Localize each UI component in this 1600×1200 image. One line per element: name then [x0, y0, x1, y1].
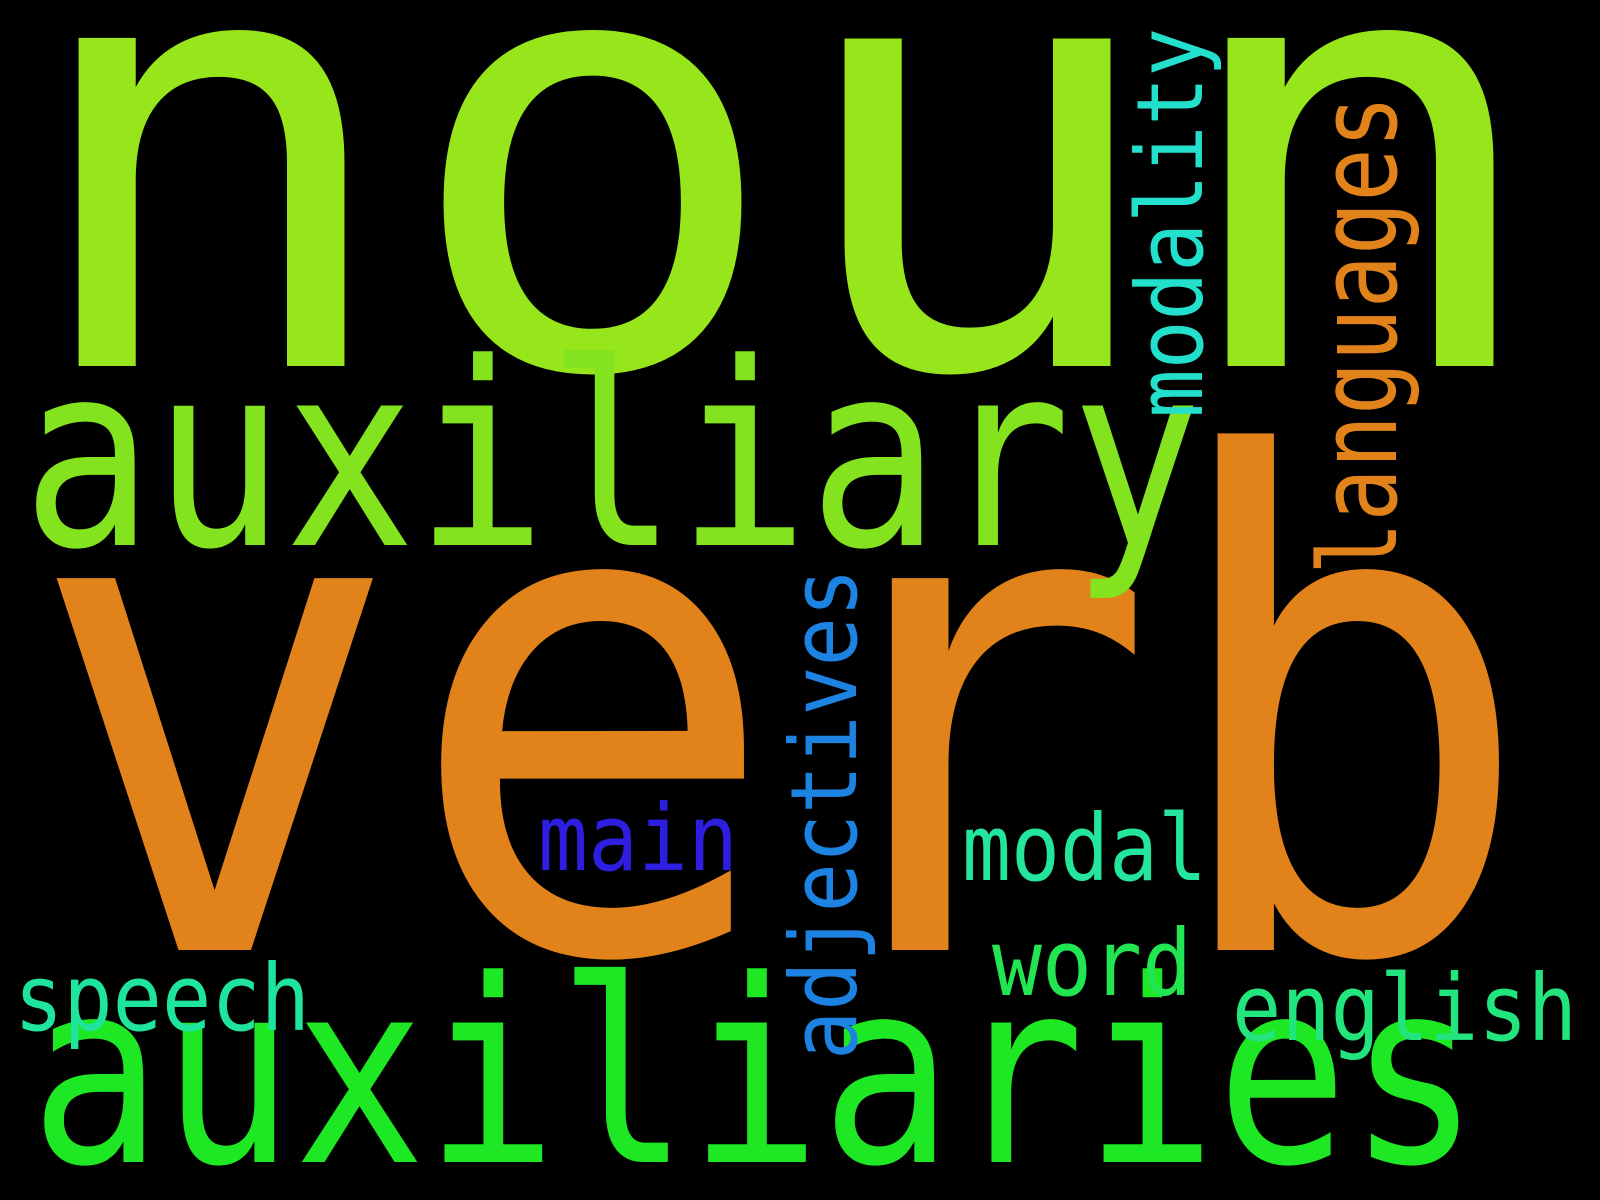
word-adjectives: adjectives — [771, 568, 878, 1060]
word-noun: noun — [18, 0, 1550, 508]
word-auxiliaries: auxiliaries — [30, 926, 1480, 1200]
word-word: word — [992, 910, 1192, 1017]
word-modal: modal — [962, 795, 1207, 902]
word-modality: modality — [1117, 28, 1224, 418]
word-auxiliary: auxiliary — [22, 309, 1202, 606]
word-verb: verb — [26, 320, 1536, 1111]
word-speech: speech — [14, 945, 310, 1052]
word-main: main — [538, 785, 738, 892]
word-languages: languages — [1297, 95, 1422, 575]
word-english: english — [1232, 955, 1577, 1062]
